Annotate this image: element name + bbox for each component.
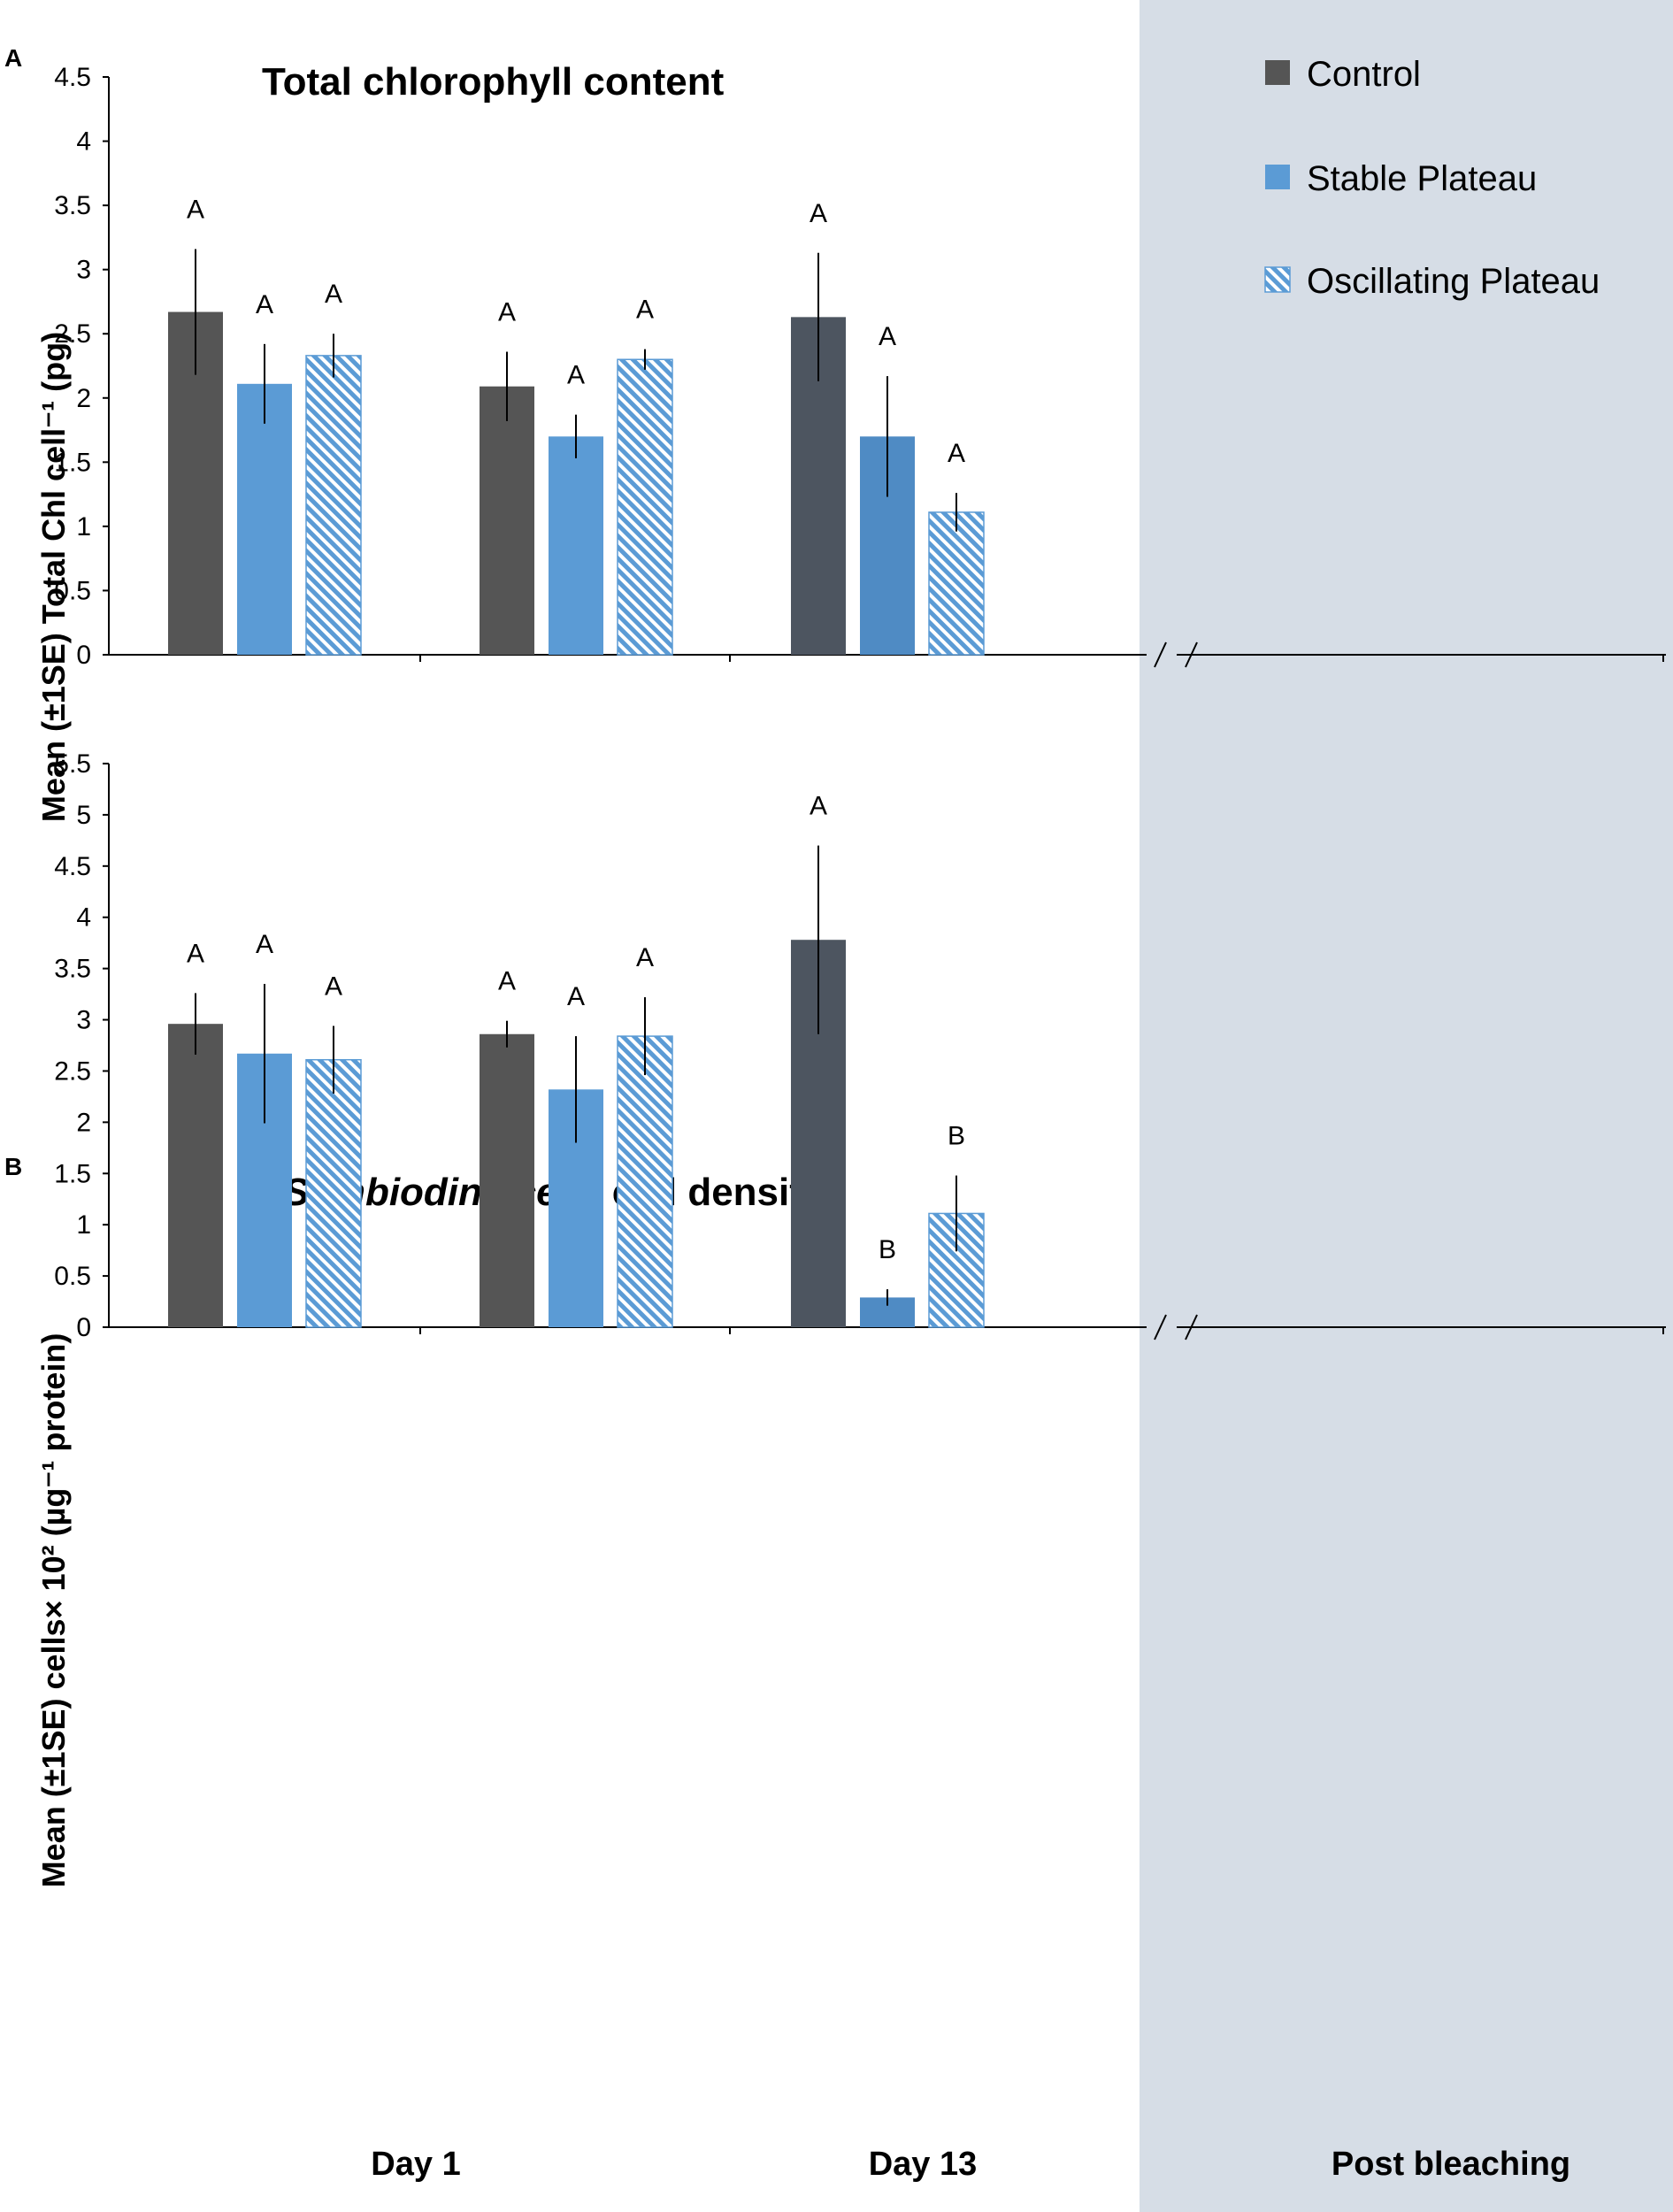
legend-swatch-stable-plateau: [1265, 165, 1290, 189]
panel-a-axis-break: [1185, 641, 1198, 668]
panel-b-y-tick-label: 5.5: [54, 749, 91, 779]
panel-b-bar: [168, 1024, 223, 1327]
panel-b-significance-letter: B: [879, 1235, 896, 1264]
panel-a-bar: [305, 355, 362, 656]
panel-a-significance-letter: A: [810, 199, 827, 228]
panel-b-y-tick-label: 3.5: [54, 955, 91, 984]
panel-a-y-axis-label: Mean (±1SE) Total Chl cell⁻¹ (pg): [35, 332, 72, 822]
legend-label-oscillating-plateau: Oscillating Plateau: [1307, 262, 1600, 301]
panel-b-y-tick-label: 3: [76, 1006, 91, 1035]
panel-a-y-tick-label: 4.5: [54, 63, 91, 92]
legend-label-control: Control: [1307, 55, 1421, 94]
panel-b-y-tick-label: 5: [76, 801, 91, 830]
panel-b-significance-letter: B: [948, 1122, 965, 1151]
chart-marks: 0 0.5 1 1.5 2 2.5 3 3.5 4 4.5 A A A A A A A A A 0 0.5 1 1.5 2 2.…: [54, 63, 1666, 1342]
panel-b-label: B: [4, 1153, 22, 1180]
x-label-day-13: Day 13: [869, 2146, 978, 2183]
panel-a-significance-letter: A: [948, 439, 965, 468]
panel-b-significance-letter: A: [187, 939, 204, 968]
panel-b-significance-letter: A: [567, 982, 585, 1011]
panel-a-y-tick-label: 0.5: [54, 576, 91, 605]
legend-swatch-oscillating-plateau: [1264, 266, 1291, 293]
x-label-post-bleaching: Post bleaching: [1331, 2146, 1570, 2183]
panel-a-y-tick-label: 1.5: [54, 448, 91, 477]
panel-b-significance-letter: A: [810, 792, 827, 821]
panel-a-bar: [928, 511, 985, 656]
panel-b-significance-letter: A: [498, 967, 516, 996]
panel-a-significance-letter: A: [879, 322, 896, 351]
panel-a-axis-break: [1154, 641, 1167, 668]
panel-a-y-tick-label: 3: [76, 256, 91, 285]
panel-b-axis-break: [1185, 1314, 1198, 1340]
panel-a-y-tick-label: 2.5: [54, 319, 91, 349]
panel-a-y-tick-label: 2: [76, 384, 91, 413]
panel-b-significance-letter: A: [636, 943, 654, 972]
panel-b-y-tick-label: 2.5: [54, 1056, 91, 1086]
panel-b-significance-letter: A: [256, 930, 273, 959]
panel-a-bar: [237, 383, 292, 655]
x-label-day-1: Day 1: [371, 2146, 460, 2183]
panel-b-y-tick-label: 4: [76, 903, 91, 933]
panel-b-y-tick-label: 2: [76, 1108, 91, 1137]
legend-swatch-control: [1265, 60, 1290, 85]
panel-b-bar: [305, 1058, 362, 1328]
panel-a-y-tick-label: 1: [76, 512, 91, 541]
panel-b-bar: [480, 1033, 534, 1327]
panel-b-y-axis-label: Mean (±1SE) cells× 10² (µg⁻¹ protein): [35, 1333, 72, 1888]
panel-b-y-tick-label: 1: [76, 1210, 91, 1240]
panel-a-y-tick-label: 3.5: [54, 191, 91, 220]
panel-a-title: Total chlorophyll content: [262, 60, 725, 104]
panel-a-significance-letter: A: [567, 361, 585, 390]
panel-a-bar: [549, 436, 603, 655]
panel-a-significance-letter: A: [498, 298, 516, 327]
legend-label-stable-plateau: Stable Plateau: [1307, 159, 1537, 198]
post-bleaching-shade: [1140, 0, 1673, 2212]
panel-a-y-tick-label: 4: [76, 127, 91, 157]
panel-b-bar: [617, 1035, 673, 1328]
panel-b-y-tick-label: 4.5: [54, 852, 91, 881]
panel-a-bar: [480, 386, 534, 655]
panel-a-label: A: [4, 44, 22, 72]
panel-b-y-tick-label: 1.5: [54, 1159, 91, 1188]
panel-a-bar: [617, 358, 673, 656]
panel-b-axis-break: [1154, 1314, 1167, 1340]
panel-a-y-tick-label: 0: [76, 641, 91, 670]
panel-a-significance-letter: A: [636, 296, 654, 325]
panel-a-significance-letter: A: [187, 195, 204, 224]
panel-b-y-tick-label: 0.5: [54, 1262, 91, 1291]
panel-b-significance-letter: A: [325, 972, 342, 1001]
panel-b-y-tick-label: 0: [76, 1313, 91, 1342]
panel-a-significance-letter: A: [256, 290, 273, 319]
panel-a-significance-letter: A: [325, 280, 342, 309]
